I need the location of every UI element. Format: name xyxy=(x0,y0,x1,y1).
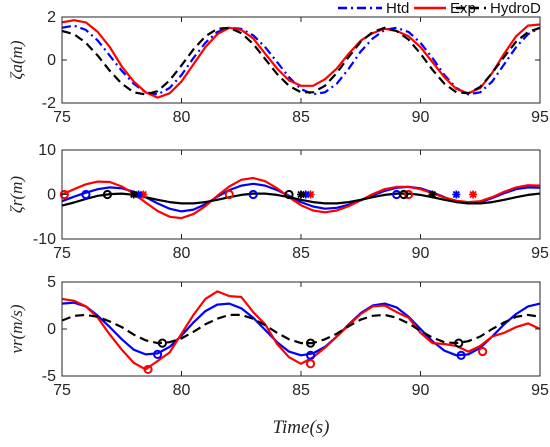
x-tick-label: 90 xyxy=(412,245,430,262)
x-tick-label: 80 xyxy=(173,382,191,399)
marker-hydrod-star xyxy=(129,190,138,199)
x-tick-label: 75 xyxy=(53,382,71,399)
legend-label-hydrod: HydroD xyxy=(490,0,541,17)
x-tick-label: 95 xyxy=(531,109,549,126)
marker-exp-star xyxy=(139,190,148,199)
y-tick-label: 0 xyxy=(47,187,56,204)
x-tick-label: 85 xyxy=(292,109,310,126)
marker-htd-star xyxy=(452,190,461,199)
x-tick-label: 80 xyxy=(173,109,191,126)
series-hydrod-line xyxy=(62,26,540,96)
marker-hydrod-circle xyxy=(399,189,409,200)
legend-label-htd: Htd xyxy=(386,0,409,17)
marker-exp-circle xyxy=(143,364,153,375)
marker-htd-circle xyxy=(81,189,91,200)
marker-hydrod-circle xyxy=(284,189,294,200)
y-tick-label: 10 xyxy=(38,142,56,159)
legend: Htd Exp HydroD xyxy=(324,0,550,17)
x-tick-label: 95 xyxy=(531,382,549,399)
marker-hydrod-star xyxy=(297,190,305,199)
marker-exp-circle xyxy=(305,359,316,369)
marker-hydrod-circle xyxy=(454,338,464,348)
series-exp-line xyxy=(62,290,540,371)
series-htd-line xyxy=(62,301,540,357)
marker-exp-star xyxy=(306,190,315,199)
y-tick-label: 0 xyxy=(47,321,56,338)
x-axis-label: Time(s) xyxy=(273,417,330,438)
marker-htd-star xyxy=(134,190,143,199)
series-hydrod-line xyxy=(62,313,540,345)
x-tick-label: 80 xyxy=(173,245,191,262)
x-tick-label: 90 xyxy=(412,109,430,126)
marker-exp-circle xyxy=(59,189,69,200)
y-axis-label: ζr(m) xyxy=(7,176,26,213)
y-tick-label: 2 xyxy=(47,9,56,26)
axes-box xyxy=(61,16,541,104)
y-axis-label: ζa(m) xyxy=(7,40,26,79)
panel-3: 75 80 85 90 95 -5 0 5 vr(m/s) xyxy=(7,274,549,399)
marker-htd-circle xyxy=(248,189,258,200)
marker-exp-circle xyxy=(403,189,414,200)
marker-htd-circle xyxy=(153,349,163,359)
marker-exp-star xyxy=(469,190,478,199)
series-htd-line xyxy=(62,24,540,96)
x-tick-label: 75 xyxy=(53,109,71,126)
y-tick-label: -10 xyxy=(33,231,56,248)
marker-hydrod-circle xyxy=(157,338,167,348)
x-tick-label: 95 xyxy=(531,245,549,262)
y-tick-label: 5 xyxy=(47,274,56,291)
marker-exp-circle xyxy=(224,189,234,200)
x-tick-label: 85 xyxy=(292,382,310,399)
series-exp-line xyxy=(62,176,540,220)
panel-1: 75 80 85 90 95 -2 0 2 ζa(m) xyxy=(7,9,549,126)
x-tick-label: 85 xyxy=(292,245,310,262)
x-tick-label: 75 xyxy=(53,245,71,262)
marker-hydrod-circle xyxy=(305,338,316,348)
y-tick-label: -2 xyxy=(42,95,56,112)
marker-exp-circle xyxy=(478,346,488,357)
y-tick-label: -5 xyxy=(42,368,56,385)
y-tick-label: 0 xyxy=(47,52,56,69)
y-axis-label: vr(m/s) xyxy=(7,304,26,353)
marker-htd-star xyxy=(301,190,310,199)
panel-2: 75 80 85 90 95 -10 0 10 ζr(m) xyxy=(7,142,549,262)
series-exp-line xyxy=(62,19,540,99)
marker-hydrod-circle xyxy=(102,189,113,200)
marker-hydrod-star xyxy=(428,190,437,199)
marker-htd-circle xyxy=(305,350,316,360)
x-tick-label: 90 xyxy=(412,382,430,399)
marker-htd-circle xyxy=(456,350,466,360)
